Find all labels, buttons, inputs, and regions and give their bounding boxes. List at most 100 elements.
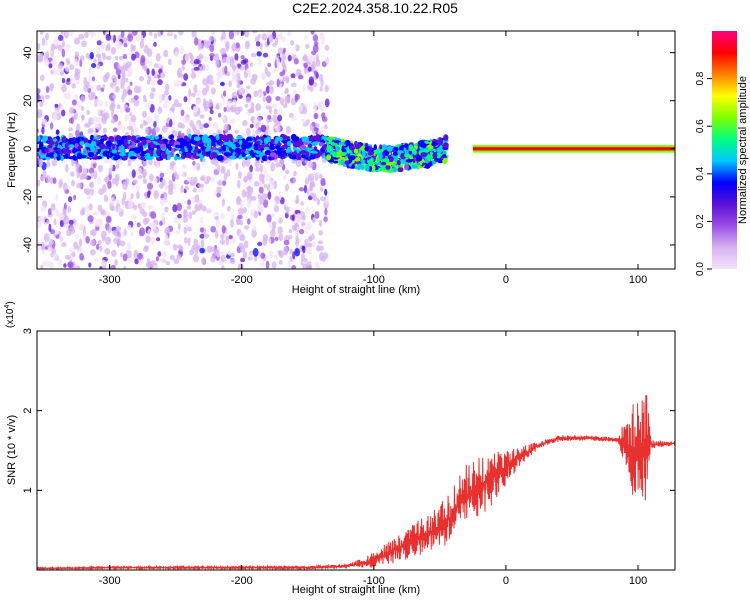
spectrogram-cell xyxy=(166,154,171,160)
spectrogram-cell xyxy=(64,254,71,260)
spectrogram-cell xyxy=(287,31,292,37)
spectrogram-cell xyxy=(160,153,168,159)
spectrogram-cell xyxy=(318,230,323,236)
spectrogram-cell xyxy=(88,91,95,101)
spectrogram-cell xyxy=(107,225,112,234)
spectrogram-cell xyxy=(39,101,44,107)
spectrogram-cell xyxy=(389,156,394,163)
spectrogram-cell xyxy=(246,186,252,191)
x-tick-label: -100 xyxy=(363,575,385,587)
spectrogram-cell xyxy=(209,44,215,53)
spectrogram-cell xyxy=(247,155,252,160)
spectrogram-cell xyxy=(323,124,328,130)
spectrogram-cell xyxy=(100,259,107,267)
spectrogram-cell xyxy=(127,140,131,145)
spectrogram-cell xyxy=(194,194,200,203)
spectrogram-cell xyxy=(318,101,324,110)
spectrogram-cell xyxy=(74,93,79,101)
spectrogram-cell xyxy=(238,139,243,146)
spectrogram-cell xyxy=(324,56,330,64)
spectrogram-cell xyxy=(276,78,280,88)
spectrogram-cell xyxy=(116,104,121,110)
spectrogram-cell xyxy=(70,171,75,177)
spectrogram-cell xyxy=(95,53,101,58)
spectrogram-cell xyxy=(287,260,291,268)
spectrogram-cell xyxy=(246,201,252,208)
spectrogram-cell xyxy=(91,76,95,82)
spectrogram-cell xyxy=(50,43,56,51)
spectrogram-cell xyxy=(412,158,416,164)
spectrogram-cell xyxy=(41,118,48,125)
spectrogram-cell xyxy=(248,108,254,114)
spectrogram-cell xyxy=(199,114,205,119)
spectrogram-cell xyxy=(264,184,268,189)
spectrogram-cell xyxy=(274,145,281,150)
spectrogram-cell xyxy=(228,159,233,167)
spectrogram-cell xyxy=(309,136,314,142)
spectrogram-cell xyxy=(247,256,253,261)
spectrogram-cell xyxy=(348,158,353,163)
y-tick-label: 0 xyxy=(22,146,34,152)
spectrogram-cell xyxy=(180,148,186,152)
spectrogram-cell xyxy=(420,152,428,158)
spectrogram-cell xyxy=(306,261,312,269)
spectrogram-cell xyxy=(149,260,153,267)
spectrogram-cell xyxy=(157,139,163,144)
spectrogram-cell xyxy=(183,208,187,215)
y-tick-label: -40 xyxy=(22,237,34,253)
spectrogram-cell xyxy=(87,31,92,35)
spectrogram-cell xyxy=(128,150,135,157)
spectrogram-cell xyxy=(77,145,83,149)
spectrogram-cell xyxy=(116,163,120,170)
spectrogram-cell xyxy=(294,231,299,237)
spectrogram-cell xyxy=(193,136,201,142)
spectrogram-cell xyxy=(405,159,413,163)
spectrogram-cell xyxy=(152,264,158,269)
spectrogram-cell xyxy=(182,214,188,224)
spectrogram-cell xyxy=(212,122,219,129)
spectrogram-cell xyxy=(59,234,63,244)
spectrogram-cell xyxy=(154,63,159,68)
spectrogram-cell xyxy=(313,112,319,120)
spectrogram-cell xyxy=(271,140,275,144)
spectrogram-cell xyxy=(355,157,361,162)
spectrogram-cell xyxy=(122,88,128,98)
spectrogram-cell xyxy=(222,95,226,104)
spectrogram-cell xyxy=(300,201,304,206)
spectrogram-cell xyxy=(320,177,326,186)
spectrogram-cell xyxy=(223,123,229,132)
spectrogram-cell xyxy=(48,239,54,246)
spectrogram-cell xyxy=(302,84,306,92)
spectrogram-cell xyxy=(246,68,250,74)
spectrogram-cell xyxy=(96,63,101,70)
spectrogram-cell xyxy=(317,150,324,156)
spectrogram-cell xyxy=(104,145,110,150)
spectrogram-cell xyxy=(135,35,140,42)
spectrogram-cell xyxy=(80,95,86,103)
spectrogram-cell xyxy=(110,118,116,124)
spectrogram-cell xyxy=(116,199,120,205)
spectrogram-cell xyxy=(252,247,259,257)
spectrogram-cell xyxy=(169,134,174,140)
spectrogram-cell xyxy=(68,31,74,37)
spectrogram-cell xyxy=(151,68,155,76)
spectrogram-cell xyxy=(357,163,362,171)
spectrogram-cell xyxy=(317,240,324,245)
spectrogram-cell xyxy=(295,44,300,52)
spectrogram-cell xyxy=(302,263,308,269)
spectrogram-cell xyxy=(256,51,262,57)
spectrogram-cell xyxy=(301,118,307,125)
spectrogram-cell xyxy=(153,32,158,39)
spectrogram-cell xyxy=(37,222,42,228)
spectrogram-cell xyxy=(116,64,121,70)
spectrogram-cell xyxy=(278,217,283,224)
spectrogram-cell xyxy=(243,207,247,214)
spectrogram-cell xyxy=(269,180,274,185)
spectrogram-cell xyxy=(93,58,97,63)
spectrogram-cell xyxy=(159,172,165,178)
spectrogram-cell xyxy=(101,52,106,57)
spectrogram-cell xyxy=(309,123,313,131)
spectrogram-cell xyxy=(344,140,351,146)
spectrogram-cell xyxy=(185,152,192,158)
spectrogram-cell xyxy=(315,54,319,62)
